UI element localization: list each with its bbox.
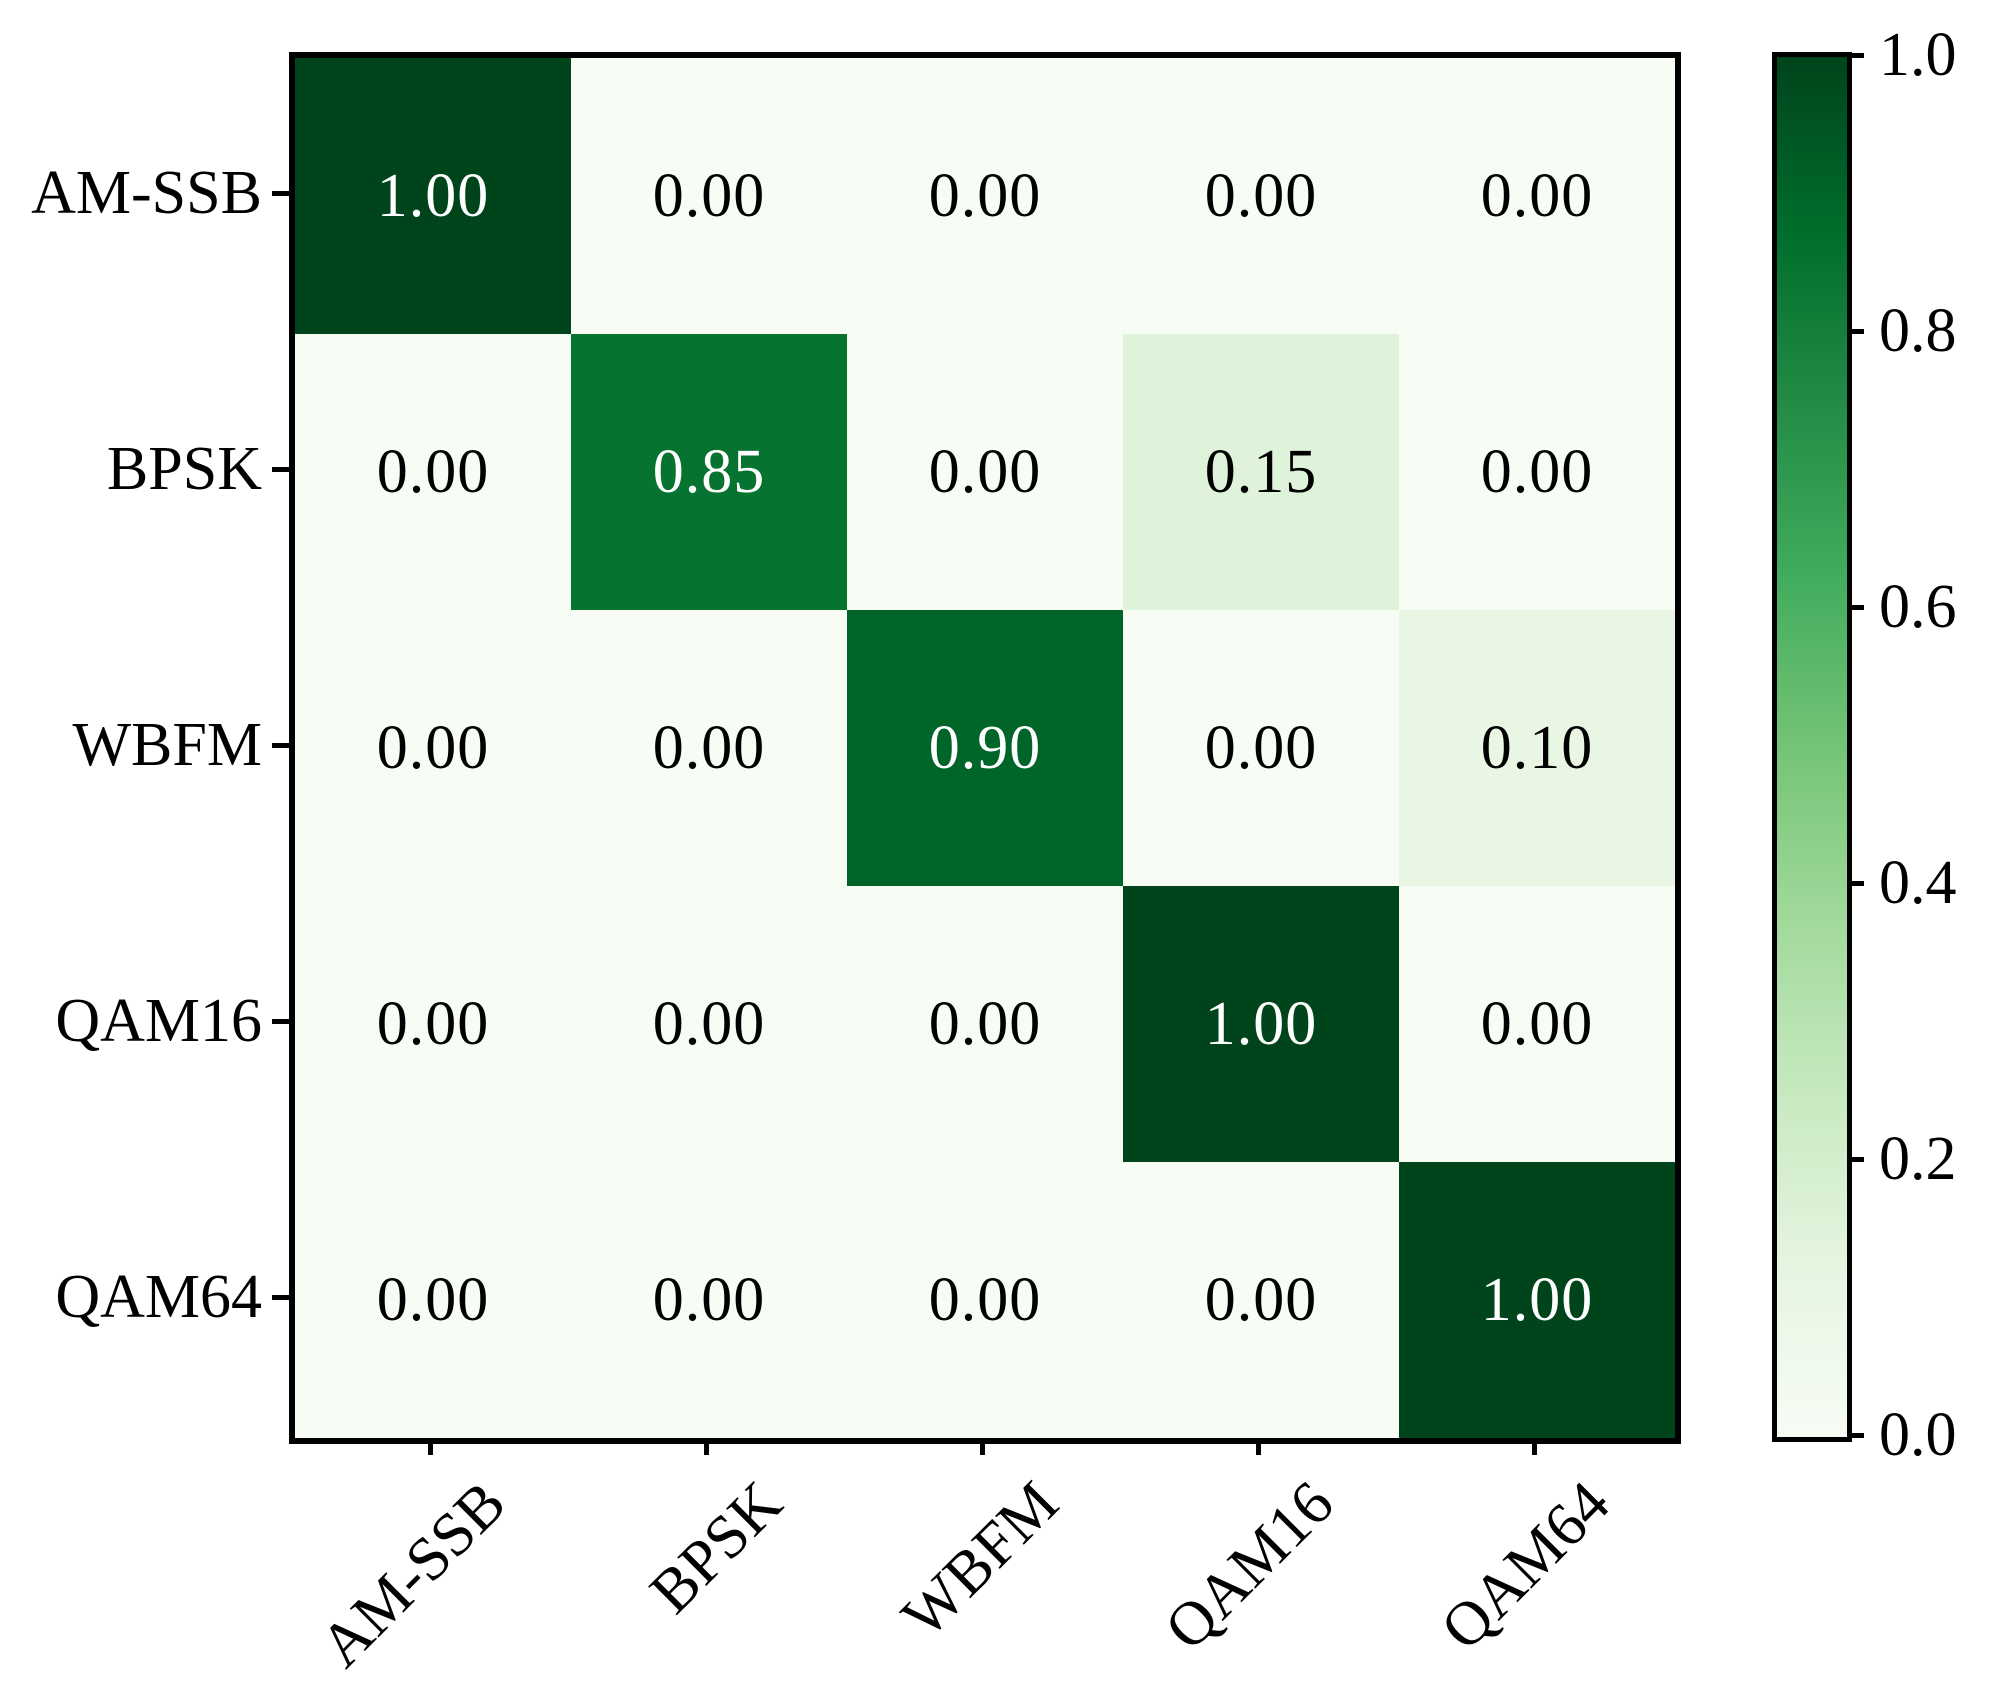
- x-tick-label-AM-SSB: AM-SSB: [307, 1468, 519, 1681]
- y-tick-mark: [272, 1019, 289, 1024]
- matrix-cell-BPSK-QAM64: 0.00: [1399, 334, 1675, 610]
- matrix-cell-AM-SSB-QAM16: 0.00: [1123, 58, 1399, 334]
- matrix-cell-BPSK-AM-SSB: 0.00: [295, 334, 571, 610]
- cell-value: 0.00: [1204, 1266, 1318, 1334]
- x-tick-label-WBFM: WBFM: [888, 1468, 1071, 1651]
- y-tick-label-WBFM: WBFM: [72, 711, 262, 779]
- colorbar-tick-mark: [1847, 881, 1864, 886]
- cell-value: 0.90: [928, 714, 1042, 782]
- matrix-cell-QAM64-QAM16: 0.00: [1123, 1162, 1399, 1438]
- cell-value: 0.00: [376, 438, 490, 506]
- colorbar-tick-label-0.0: 0.0: [1879, 1401, 1957, 1469]
- cell-value: 0.00: [928, 162, 1042, 230]
- matrix-cell-QAM16-QAM16: 1.00: [1123, 886, 1399, 1162]
- cell-value: 0.00: [652, 990, 766, 1058]
- matrix-cell-AM-SSB-AM-SSB: 1.00: [295, 58, 571, 334]
- cell-value: 0.00: [652, 1266, 766, 1334]
- y-tick-label-QAM16: QAM16: [55, 987, 262, 1055]
- x-tick-label-BPSK: BPSK: [637, 1468, 795, 1627]
- cell-value: 0.00: [1480, 438, 1594, 506]
- colorbar-tick-mark: [1847, 53, 1864, 58]
- matrix-cell-QAM16-WBFM: 0.00: [847, 886, 1123, 1162]
- y-tick-mark: [272, 1295, 289, 1300]
- x-tick-mark: [980, 1438, 985, 1455]
- colorbar-tick-mark: [1847, 1157, 1864, 1162]
- x-tick-mark: [428, 1438, 433, 1455]
- cell-value: 0.00: [376, 1266, 490, 1334]
- matrix-cell-AM-SSB-QAM64: 0.00: [1399, 58, 1675, 334]
- matrix-cell-WBFM-BPSK: 0.00: [571, 610, 847, 886]
- colorbar-tick-mark: [1847, 329, 1864, 334]
- y-tick-mark: [272, 191, 289, 196]
- cell-value: 0.10: [1480, 714, 1594, 782]
- cell-value: 1.00: [376, 162, 490, 230]
- x-tick-label-QAM64: QAM64: [1428, 1468, 1623, 1664]
- y-tick-mark: [272, 743, 289, 748]
- matrix-cell-AM-SSB-BPSK: 0.00: [571, 58, 847, 334]
- cell-value: 0.00: [928, 438, 1042, 506]
- colorbar-tick-label-0.8: 0.8: [1879, 297, 1957, 365]
- matrix-cell-BPSK-BPSK: 0.85: [571, 334, 847, 610]
- matrix-cell-QAM64-BPSK: 0.00: [571, 1162, 847, 1438]
- cell-value: 0.85: [652, 438, 766, 506]
- cell-value: 0.00: [928, 990, 1042, 1058]
- colorbar-gradient: [1777, 57, 1847, 1437]
- matrix-cell-BPSK-WBFM: 0.00: [847, 334, 1123, 610]
- matrix-cell-WBFM-QAM16: 0.00: [1123, 610, 1399, 886]
- colorbar-tick-mark: [1847, 605, 1864, 610]
- cell-value: 1.00: [1480, 1266, 1594, 1334]
- matrix-cell-QAM16-AM-SSB: 0.00: [295, 886, 571, 1162]
- y-tick-label-AM-SSB: AM-SSB: [31, 159, 262, 227]
- cell-value: 0.00: [376, 714, 490, 782]
- y-tick-label-BPSK: BPSK: [106, 435, 262, 503]
- matrix-cell-BPSK-QAM16: 0.15: [1123, 334, 1399, 610]
- matrix-cell-QAM16-BPSK: 0.00: [571, 886, 847, 1162]
- colorbar-tick-label-0.4: 0.4: [1879, 849, 1957, 917]
- x-tick-mark: [1256, 1438, 1261, 1455]
- colorbar: [1772, 52, 1852, 1442]
- x-tick-mark: [704, 1438, 709, 1455]
- cell-value: 0.00: [1204, 714, 1318, 782]
- cell-value: 0.00: [1480, 162, 1594, 230]
- cell-value: 0.00: [1204, 162, 1318, 230]
- heatmap-grid: 1.00 0.00 0.00 0.00 0.00 0.00 0.85 0.00 0.15 0.00…: [289, 52, 1681, 1444]
- matrix-cell-QAM64-QAM64: 1.00: [1399, 1162, 1675, 1438]
- colorbar-tick-label-1.0: 1.0: [1879, 21, 1957, 89]
- y-tick-label-QAM64: QAM64: [55, 1263, 262, 1331]
- cell-value: 0.00: [376, 990, 490, 1058]
- colorbar-tick-label-0.2: 0.2: [1879, 1125, 1957, 1193]
- colorbar-tick-label-0.6: 0.6: [1879, 573, 1957, 641]
- x-tick-label-QAM16: QAM16: [1152, 1468, 1347, 1664]
- matrix-cell-AM-SSB-WBFM: 0.00: [847, 58, 1123, 334]
- matrix-cell-QAM64-AM-SSB: 0.00: [295, 1162, 571, 1438]
- cell-value: 0.00: [928, 1266, 1042, 1334]
- matrix-cell-QAM64-WBFM: 0.00: [847, 1162, 1123, 1438]
- y-tick-mark: [272, 467, 289, 472]
- cell-value: 0.00: [652, 162, 766, 230]
- colorbar-tick-mark: [1847, 1433, 1864, 1438]
- cell-value: 0.00: [1480, 990, 1594, 1058]
- matrix-cell-QAM16-QAM64: 0.00: [1399, 886, 1675, 1162]
- matrix-cell-WBFM-WBFM: 0.90: [847, 610, 1123, 886]
- cell-value: 1.00: [1204, 990, 1318, 1058]
- matrix-cell-WBFM-AM-SSB: 0.00: [295, 610, 571, 886]
- matrix-cell-WBFM-QAM64: 0.10: [1399, 610, 1675, 886]
- cell-value: 0.00: [652, 714, 766, 782]
- x-tick-mark: [1532, 1438, 1537, 1455]
- cell-value: 0.15: [1204, 438, 1318, 506]
